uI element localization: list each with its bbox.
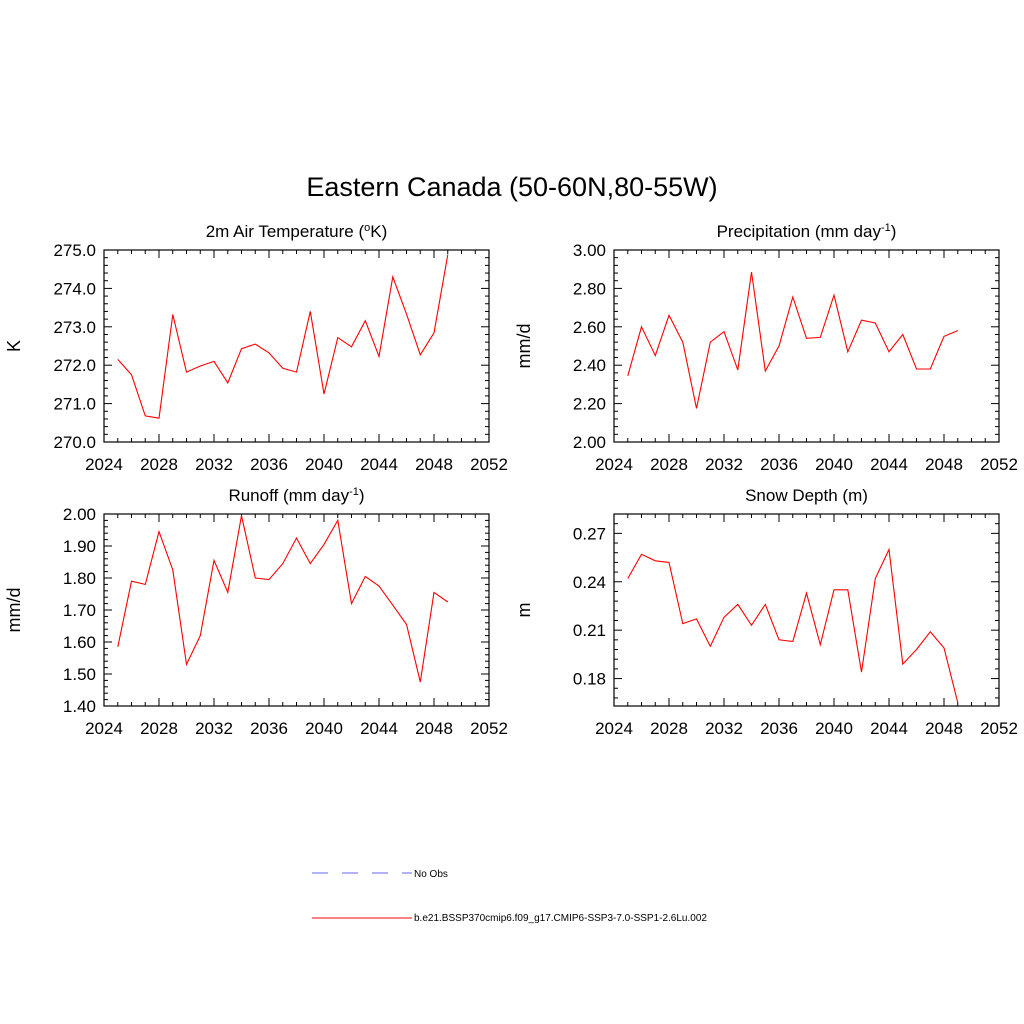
- temp-ytick-label: 272.0: [53, 356, 96, 375]
- temp-xtick-label: 2032: [195, 455, 233, 474]
- temp-ytick-label: 271.0: [53, 395, 96, 414]
- panel-precip: 2024 2028 2032 2036 2040 2044 2048 2052 2.00 2.20…: [514, 222, 1018, 474]
- precip-xtick-label: 2040: [815, 455, 853, 474]
- snow-xtick-label: 2024: [595, 719, 633, 738]
- runoff-xtick-label: 2052: [470, 719, 508, 738]
- temp-ytick-label: 273.0: [53, 318, 96, 337]
- temp-xtick-label: 2036: [250, 455, 288, 474]
- snow-xtick-label: 2036: [760, 719, 798, 738]
- temp-ylabel: K: [4, 340, 24, 352]
- temp-xtick-label: 2048: [415, 455, 453, 474]
- snow-ytick-label: 0.18: [573, 670, 606, 689]
- snow-xtick-label: 2032: [705, 719, 743, 738]
- panel-runoff: 2024 2028 2032 2036 2040 2044 2048 2052 1.40 1.50…: [4, 486, 508, 738]
- temp-panel-title-main: 2m Air Temperature (: [206, 222, 365, 241]
- temp-xtick-label: 2024: [85, 455, 123, 474]
- runoff-xtick-label: 2032: [195, 719, 233, 738]
- runoff-ytick-label: 1.70: [63, 601, 96, 620]
- precip-ytick-label: 3.00: [573, 241, 606, 260]
- precip-xtick-label: 2052: [980, 455, 1018, 474]
- runoff-xtick-label: 2028: [140, 719, 178, 738]
- runoff-ylabel: mm/d: [4, 588, 24, 633]
- precip-ytick-label: 2.60: [573, 318, 606, 337]
- legend: No Obs b.e21.BSSP370cmip6.f09_g17.CMIP6-…: [312, 869, 707, 924]
- precip-xtick-label: 2048: [925, 455, 963, 474]
- precip-ytick-label: 2.00: [573, 433, 606, 452]
- runoff-panel-title-sup: -1: [349, 486, 359, 498]
- runoff-xtick-label: 2048: [415, 719, 453, 738]
- runoff-ytick-label: 1.80: [63, 569, 96, 588]
- precip-ytick-label: 2.80: [573, 279, 606, 298]
- precip-panel-title-sup: -1: [881, 222, 891, 234]
- precip-xtick-label: 2024: [595, 455, 633, 474]
- snow-xtick-label: 2048: [925, 719, 963, 738]
- snow-series-line: [627, 547, 959, 703]
- runoff-panel-title: Runoff (mm day-1): [228, 486, 364, 505]
- temp-ytick-label: 274.0: [53, 279, 96, 298]
- precip-xtick-label: 2044: [870, 455, 908, 474]
- snow-xtick-label: 2040: [815, 719, 853, 738]
- runoff-panel-title-main: Runoff (mm day: [228, 486, 349, 505]
- temp-xtick-label: 2044: [360, 455, 398, 474]
- temp-panel-title-tail: K): [370, 222, 387, 241]
- temp-panel-title: 2m Air Temperature (oK): [206, 222, 388, 241]
- precip-plot-frame: [613, 249, 1000, 443]
- runoff-ytick-label: 1.90: [63, 537, 96, 556]
- precip-panel-title: Precipitation (mm day-1): [717, 222, 897, 241]
- temp-xtick-label: 2040: [305, 455, 343, 474]
- runoff-ytick-label: 1.50: [63, 665, 96, 684]
- snow-panel-title-main: Snow Depth (m): [745, 486, 868, 505]
- runoff-ytick-label: 1.40: [63, 697, 96, 716]
- chart-panels: 2024 2028 2032 2036 2040 2044 2048 2052 270.0 271…: [4, 222, 1018, 738]
- runoff-xtick-label: 2036: [250, 719, 288, 738]
- snow-ytick-label: 0.27: [573, 524, 606, 543]
- snow-ytick-label: 0.24: [573, 573, 606, 592]
- precip-ylabel: mm/d: [514, 324, 534, 369]
- legend-noobs-label: No Obs: [414, 869, 448, 880]
- runoff-xtick-label: 2040: [305, 719, 343, 738]
- precip-panel-title-tail: ): [891, 222, 897, 241]
- precip-xtick-label: 2028: [650, 455, 688, 474]
- runoff-ytick-label: 1.60: [63, 633, 96, 652]
- snow-panel-title: Snow Depth (m): [745, 486, 868, 505]
- temp-series-line: [117, 254, 449, 419]
- temp-panel-title-sup: o: [364, 222, 370, 234]
- runoff-ytick-label: 2.00: [63, 505, 96, 524]
- precip-ytick-label: 2.20: [573, 395, 606, 414]
- snow-ylabel: m: [514, 603, 534, 618]
- temp-ytick-label: 270.0: [53, 433, 96, 452]
- temp-ytick-label: 275.0: [53, 241, 96, 260]
- snow-plot-frame: [613, 513, 1000, 707]
- snow-xtick-label: 2028: [650, 719, 688, 738]
- precip-ytick-label: 2.40: [573, 356, 606, 375]
- precip-panel-title-main: Precipitation (mm day: [717, 222, 882, 241]
- snow-ytick-label: 0.21: [573, 621, 606, 640]
- temp-xtick-label: 2052: [470, 455, 508, 474]
- snow-xtick-label: 2052: [980, 719, 1018, 738]
- temp-plot-frame: [103, 249, 490, 443]
- temp-xtick-label: 2028: [140, 455, 178, 474]
- runoff-xtick-label: 2044: [360, 719, 398, 738]
- panel-temp: 2024 2028 2032 2036 2040 2044 2048 2052 270.0 271…: [4, 222, 508, 474]
- figure-title: Eastern Canada (50-60N,80-55W): [306, 172, 717, 202]
- precip-series-line: [627, 272, 959, 409]
- snow-xtick-label: 2044: [870, 719, 908, 738]
- runoff-xtick-label: 2024: [85, 719, 123, 738]
- precip-xtick-label: 2032: [705, 455, 743, 474]
- runoff-series-line: [117, 515, 449, 683]
- precip-xtick-label: 2036: [760, 455, 798, 474]
- runoff-panel-title-tail: ): [359, 486, 365, 505]
- panel-snow: 2024 2028 2032 2036 2040 2044 2048 2052 0.18 0.21…: [514, 486, 1018, 738]
- legend-run-label: b.e21.BSSP370cmip6.f09_g17.CMIP6-SSP3-7.…: [414, 913, 707, 924]
